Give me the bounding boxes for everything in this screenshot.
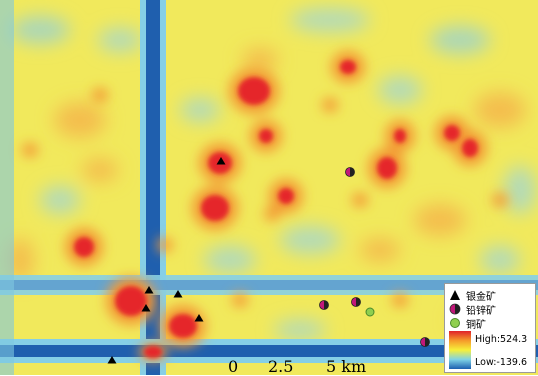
ramp-high-label: High:524.3 [475,334,528,345]
texture-blob [290,8,370,32]
texture-blob [40,186,80,214]
legend-item-silver-gold: 银金矿 [449,288,496,303]
copper-deposit [365,307,375,317]
texture-blob [180,98,220,122]
legend-item-copper: 铜矿 [449,316,486,331]
orange-spot [92,88,108,102]
orange-spot [492,193,508,207]
lead-zinc-half [425,337,430,347]
legend-item-lead-zinc: 铅锌矿 [449,302,496,317]
legend-label: 铜矿 [466,319,486,331]
lead-zinc-half [356,297,361,307]
ramp-low-label: Low:-139.6 [475,357,528,368]
texture-blob [274,320,326,340]
orange-spot [392,293,408,307]
anomaly-core [238,77,270,105]
texture-blob [204,246,256,274]
upper-band [0,280,538,290]
texture-blob [480,246,520,274]
half-circle-icon [449,303,461,315]
lead-zinc-deposit [345,167,355,177]
texture-blob [474,92,526,128]
silver-gold-deposit [107,356,117,364]
anomaly-core [144,346,162,358]
lead-zinc-deposit [351,297,361,307]
high-anomaly-cores [74,60,478,358]
vertical-trough [146,0,160,375]
anomaly-core [444,125,460,141]
silver-gold-deposit [141,304,151,312]
texture-blob [280,226,340,254]
orange-spot [22,143,38,157]
orange-spot [352,193,368,207]
texture-blob [98,28,142,52]
texture-blob [54,102,106,138]
anomaly-core [115,286,147,316]
texture-blob [242,48,278,72]
texture-blob [414,204,466,236]
color-ramp [449,331,471,369]
anomaly-core [201,195,229,221]
texture-blob [82,158,118,182]
texture-blob [360,238,400,262]
lead-zinc-half [324,300,329,310]
anomaly-core [462,139,478,157]
anomaly-core [278,188,294,204]
silver-gold-deposit [194,314,204,322]
silver-gold-deposit [216,157,226,165]
texture-blob [378,76,422,104]
scale-tick-0: 0 [228,357,239,376]
legend-label: 银金矿 [466,291,496,303]
scale-tick-5km: 5 km [326,357,367,376]
orange-spot [232,293,248,307]
orange-spot [157,238,173,252]
silver-gold-deposit [173,290,183,298]
texture-blob [10,16,70,44]
background-texture [6,8,536,340]
triangle-icon [450,290,460,300]
lead-zinc-half [350,167,355,177]
anomaly-core [394,129,406,143]
orange-spot [322,98,338,112]
anomaly-core [259,129,273,143]
circle-icon [450,318,460,328]
legend-label: 铅锌矿 [466,305,496,317]
texture-blob [430,26,490,54]
lead-zinc-deposit [420,337,430,347]
orange-spot [264,207,280,221]
lead-zinc-deposit [319,300,329,310]
left-margin-band [0,0,14,375]
scale-tick-2-5: 2.5 [268,357,294,376]
lower-trough [0,345,538,357]
anomaly-core [74,237,94,257]
silver-gold-deposit [144,286,154,294]
map-legend: 银金矿 铅锌矿 铜矿 High:524.3 Low:-139.6 [444,283,536,373]
texture-blob [504,166,536,214]
anomaly-core [340,60,356,74]
anomaly-core [169,314,197,338]
anomaly-core [377,157,397,179]
deposit-symbols [107,157,430,364]
